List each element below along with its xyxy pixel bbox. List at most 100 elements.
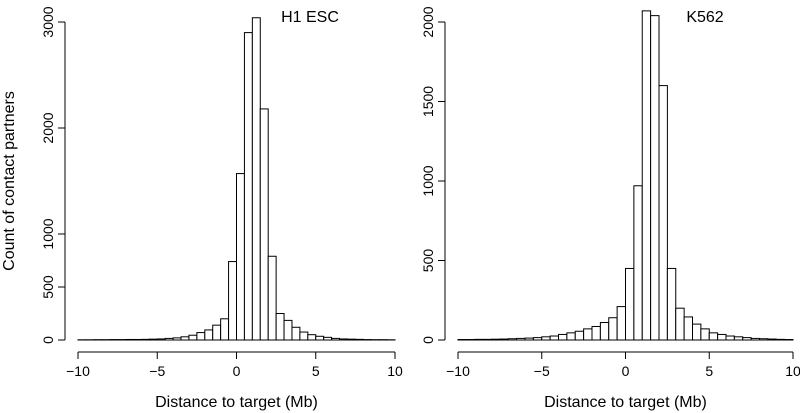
y-tick-label: 1000 [40, 218, 56, 249]
h1-esc-bar [236, 173, 245, 341]
h1-esc-bar [299, 331, 309, 341]
h1-esc-bar [259, 108, 269, 341]
y-tick-label: 2000 [40, 112, 56, 143]
y-tick-label: 500 [40, 275, 56, 299]
k562-bar [608, 317, 618, 341]
y-tick-label: 0 [40, 336, 56, 344]
k562-x-axis-label: Distance to target (Mb) [544, 394, 707, 411]
k562-bar [633, 185, 643, 341]
h1-esc-bar [267, 255, 277, 341]
k562-bar [650, 15, 660, 341]
k562-bar [599, 322, 610, 341]
k562-bar [658, 85, 668, 341]
x-tick-label: −10 [446, 363, 470, 379]
k562-bar [750, 337, 761, 341]
k562-title: K562 [686, 9, 723, 26]
k562-bar [725, 335, 735, 341]
h1-esc-bars [77, 17, 396, 341]
h1-esc-bar [125, 338, 134, 341]
h1-esc-bar [188, 334, 198, 341]
k562-bar [574, 330, 585, 341]
k562-bar [474, 338, 484, 341]
k562-bar [775, 338, 786, 341]
h1-esc-bar [243, 32, 253, 341]
h1-esc-bar [339, 338, 348, 341]
x-tick-label: −10 [66, 363, 90, 379]
y-tick-label: 2000 [420, 6, 436, 37]
k562-bar [742, 337, 752, 341]
k562-bar [767, 338, 777, 341]
h1-esc-bar [228, 261, 238, 341]
k562-bar [541, 336, 551, 341]
h1-esc-bar [204, 329, 214, 341]
h1-esc-bar [283, 319, 293, 341]
h1-esc-bar [315, 335, 325, 341]
y-tick-label: 500 [420, 249, 436, 273]
k562-y-ticks: 0 500 1000 1500 2000 [420, 6, 445, 344]
k562-bar [549, 335, 560, 341]
h1-esc-bar [307, 334, 317, 341]
k562-bar [616, 306, 627, 341]
h1-esc-bar [180, 336, 190, 341]
k562-bar [524, 337, 534, 341]
h1-esc-y-axis-label: Count of contact partners [1, 91, 18, 271]
y-tick-label: 3000 [40, 6, 56, 37]
k562-bar [700, 328, 710, 341]
x-tick-label: 10 [387, 363, 403, 379]
k562-bar [717, 333, 727, 341]
k562-bar [532, 337, 543, 341]
k562-bar [558, 333, 568, 341]
k562-bar [683, 316, 694, 341]
k562-bar [499, 338, 509, 341]
h1-esc-bar [212, 324, 222, 341]
x-tick-label: −5 [149, 363, 165, 379]
x-tick-label: 5 [312, 363, 320, 379]
h1-esc-bar [140, 338, 150, 341]
x-tick-label: 10 [785, 363, 800, 379]
h1-esc-bar [275, 313, 285, 341]
h1-esc-bar [220, 318, 230, 341]
k562-bar [641, 10, 652, 341]
h1-esc-bar [172, 337, 182, 341]
x-tick-label: 0 [233, 363, 241, 379]
h1-esc-panel: 0 500 1000 2000 3000 −10 −5 0 5 10 H1 ESC Distan… [1, 6, 403, 411]
x-tick-label: 0 [622, 363, 630, 379]
k562-bar [566, 332, 576, 341]
k562-bar [591, 325, 601, 341]
h1-esc-bar [331, 337, 341, 341]
h1-esc-bar [156, 338, 166, 341]
k562-bar [759, 338, 769, 341]
k562-bar [583, 328, 593, 341]
h1-esc-bar [132, 338, 142, 341]
x-tick-label: 5 [705, 363, 713, 379]
x-tick-label: −5 [534, 363, 550, 379]
h1-esc-x-axis-label: Distance to target (Mb) [155, 394, 318, 411]
h1-esc-y-ticks: 0 500 1000 2000 3000 [40, 6, 65, 344]
k562-bar [666, 267, 677, 341]
h1-esc-bar [196, 332, 206, 341]
k562-x-ticks: −10 −5 0 5 10 [446, 352, 800, 379]
h1-esc-bar [354, 338, 364, 341]
h1-esc-bar [346, 338, 356, 341]
h1-esc-bar [291, 326, 301, 341]
h1-esc-bar [164, 337, 174, 341]
k562-panel: 0 500 1000 1500 2000 −10 −5 0 5 10 K562 Distance… [420, 6, 800, 411]
k562-bar [625, 267, 635, 341]
y-tick-label: 0 [420, 336, 436, 344]
h1-esc-x-ticks: −10 −5 0 5 10 [66, 352, 403, 379]
h1-esc-title: H1 ESC [281, 9, 339, 26]
k562-bar [675, 307, 685, 341]
k562-bar [692, 323, 702, 341]
k562-bar [491, 338, 501, 341]
y-tick-label: 1500 [420, 86, 436, 117]
k562-bar [482, 338, 493, 341]
k562-bar [507, 338, 518, 341]
y-tick-label: 1000 [420, 165, 436, 196]
k562-bar [708, 332, 719, 341]
k562-bar [516, 337, 526, 341]
h1-esc-bar [148, 338, 158, 341]
k562-bars [457, 10, 794, 341]
h1-esc-bar [323, 336, 333, 341]
k562-bar [733, 336, 744, 341]
